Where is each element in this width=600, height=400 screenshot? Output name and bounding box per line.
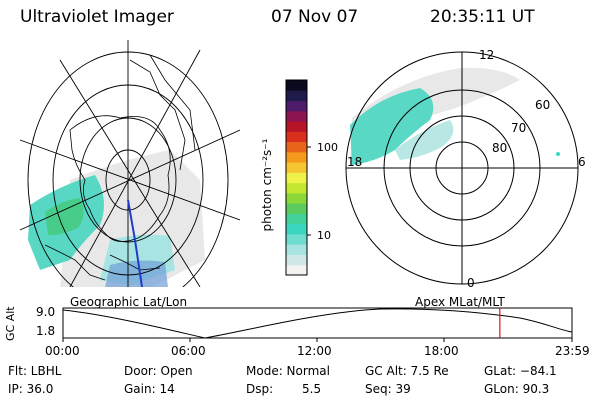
app-title: Ultraviolet Imager: [20, 7, 174, 27]
altitude-xtick-3: 18:00: [424, 344, 459, 358]
colorbar-cell: [286, 223, 307, 235]
colorbar-cell: [286, 172, 307, 184]
polar-mlt-18: 18: [347, 155, 363, 169]
altitude-xtick-1: 06:00: [171, 344, 206, 358]
altitude-ylabel: GC Alt: [4, 306, 17, 341]
altitude-ytick-min: 1.8: [36, 324, 56, 338]
status-gc-alt: GC Alt: 7.5 Re: [365, 364, 449, 378]
time-label: 20:35:11 UT: [430, 7, 535, 27]
polar-mlt-0: 0: [467, 276, 475, 290]
colorbar-cell: [286, 90, 307, 102]
geo-panel-label: Geographic Lat/Lon: [70, 295, 188, 309]
colorbar-cell: [286, 121, 307, 132]
status-glat: GLat: −84.1: [484, 364, 557, 378]
status-seq: Seq: 39: [365, 382, 411, 396]
colorbar-tick-100: 100: [317, 141, 338, 154]
status-door: Door: Open: [124, 364, 193, 378]
colorbar-cell: [286, 213, 307, 225]
date-label: 07 Nov 07: [271, 7, 359, 27]
colorbar-cell: [286, 131, 307, 143]
status-glon: GLon: 90.3: [484, 382, 550, 396]
colorbar-cell: [286, 264, 307, 276]
colorbar-frame: [285, 79, 308, 276]
colorbar-cell: [286, 233, 307, 245]
geo-aurora-cyan: [100, 234, 175, 285]
polar-lat-80: 80: [492, 141, 508, 155]
colorbar-cell: [286, 244, 307, 255]
polar-lat-70: 70: [511, 121, 527, 135]
polar-dot: [556, 152, 560, 156]
polar-lat-60: 60: [535, 98, 551, 112]
colorbar-cell: [286, 203, 307, 214]
status-gain: Gain: 14: [124, 382, 175, 396]
colorbar-unit-label: photon cm⁻²s⁻¹: [260, 138, 274, 232]
status-dsp-label: Dsp:: [246, 382, 274, 396]
colorbar-cell: [286, 100, 307, 112]
status-flt: Flt: LBHL: [8, 364, 62, 378]
status-dsp-value: 5.5: [302, 382, 322, 396]
colorbar-cell: [286, 192, 307, 204]
geo-aurora-teal: [28, 175, 104, 270]
colorbar-cell: [286, 182, 307, 194]
altitude-xtick-2: 12:00: [297, 344, 332, 358]
colorbar-cell: [286, 254, 307, 266]
polar-aurora-cyan: [395, 120, 454, 160]
altitude-xtick-4: 23:59: [555, 344, 590, 358]
colorbar-cell: [286, 80, 307, 91]
colorbar-tick-10: 10: [317, 229, 331, 242]
colorbar-cell: [286, 151, 307, 163]
polar-mlt-12: 12: [479, 48, 495, 62]
colorbar-cell: [286, 162, 307, 173]
geo-aurora-gray: [60, 150, 205, 287]
status-ip: IP: 36.0: [8, 382, 54, 396]
colorbar-cell: [286, 110, 307, 122]
polar-panel-label: Apex MLat/MLT: [415, 295, 505, 309]
geo-aurora-green: [45, 198, 84, 236]
altitude-xtick-0: 00:00: [45, 344, 80, 358]
geo-aurora-blue: [105, 260, 168, 287]
altitude-curve: [62, 308, 573, 339]
polar-aurora-teal: [350, 88, 434, 165]
altitude-ytick-max: 9.0: [36, 305, 56, 319]
colorbar-cell: [286, 141, 307, 153]
status-mode: Mode: Normal: [246, 364, 330, 378]
polar-mlt-6: 6: [578, 155, 586, 169]
meridian-highlight: [127, 199, 143, 287]
